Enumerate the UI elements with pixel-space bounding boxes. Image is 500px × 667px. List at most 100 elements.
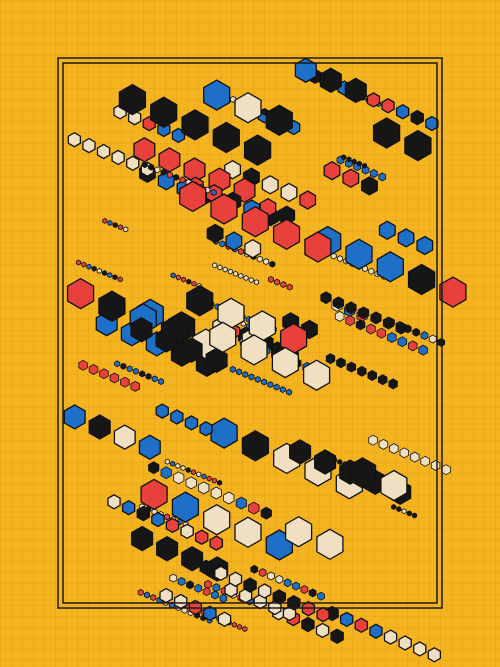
hexagon [242, 626, 248, 632]
hexagon [292, 581, 300, 591]
hexagon [409, 451, 420, 463]
hexagon [143, 591, 151, 599]
hexagon [341, 154, 347, 161]
hexagon [205, 347, 228, 373]
hexagon [203, 79, 231, 111]
hexagon [406, 510, 412, 517]
hexagon [367, 370, 378, 381]
hexagon [391, 504, 397, 510]
hexagon [356, 160, 362, 167]
hexagon [204, 579, 212, 589]
hexagon [354, 617, 369, 634]
hexagon [357, 365, 367, 377]
hexagon [234, 91, 262, 124]
hexagon [211, 590, 219, 600]
hexagon [420, 455, 430, 467]
hexagon [180, 523, 194, 540]
hexagon [186, 278, 192, 285]
hexagon [118, 83, 147, 116]
hexagon [82, 137, 96, 154]
hexagon [155, 327, 178, 353]
hexagon [114, 360, 121, 368]
hexagon [300, 585, 309, 594]
hexagon [170, 272, 176, 279]
hexagon [351, 158, 357, 165]
hexagon [258, 568, 267, 578]
hexagon [120, 362, 127, 370]
hexagon [244, 238, 262, 259]
hexagon [96, 267, 102, 274]
hexagon [243, 275, 249, 281]
hexagon [238, 272, 244, 279]
hexagon [345, 238, 373, 270]
hexagon [219, 593, 228, 603]
hexagon [260, 506, 272, 520]
hexagon [136, 505, 150, 522]
hexagon [222, 266, 228, 273]
hexagon [102, 217, 108, 224]
hexagon [81, 261, 87, 268]
hexagon [196, 471, 202, 478]
hexagon [346, 361, 357, 373]
hexagon [389, 443, 399, 455]
hexagon [139, 370, 146, 378]
hexagon [337, 459, 343, 465]
hexagon [160, 466, 172, 480]
hexagon [148, 461, 160, 475]
hexagon [227, 268, 233, 275]
hexagon [241, 430, 270, 462]
hexagon [248, 277, 254, 284]
hexagon [250, 564, 259, 574]
hexagon [399, 447, 410, 459]
hexagon [216, 479, 223, 486]
hexagon [219, 240, 226, 248]
hexagon [320, 291, 332, 305]
hexagon [416, 235, 434, 256]
hexagon [248, 373, 255, 381]
hexagon [112, 222, 118, 229]
hexagon [107, 220, 113, 226]
hexagon [430, 460, 441, 471]
hexagon [253, 279, 260, 286]
hexagon [91, 265, 97, 272]
hexagon [345, 301, 357, 315]
hexagon [284, 515, 313, 548]
hexagon [378, 172, 387, 182]
hexagon [336, 255, 344, 263]
hexagon [160, 168, 167, 176]
hexagon [398, 635, 412, 651]
hexagon [180, 276, 187, 283]
hexagon [186, 284, 214, 317]
hexagon [332, 296, 345, 310]
hexagon [299, 190, 317, 210]
hexagon [248, 501, 260, 515]
hexagon [126, 155, 140, 172]
hexagon [308, 588, 317, 598]
hexagon [348, 457, 377, 489]
hexagon [237, 248, 245, 255]
hexagon [210, 486, 222, 500]
hexagon [86, 263, 92, 270]
hexagon [185, 467, 191, 474]
hexagon [96, 143, 111, 160]
hexagon [173, 593, 188, 610]
hexagon [269, 260, 276, 268]
hexagon [235, 496, 247, 510]
hexagon [156, 535, 179, 562]
hexagon [273, 383, 280, 391]
hexagon [131, 525, 154, 552]
hexagon [164, 458, 171, 465]
hexagon [339, 611, 354, 628]
hexagon [368, 267, 375, 275]
hexagon [198, 481, 210, 495]
hexagon [231, 621, 237, 628]
hexagon [199, 421, 213, 437]
hexagon [314, 449, 337, 475]
hexagon [117, 224, 124, 231]
hexagon [243, 134, 272, 166]
hexagon [263, 258, 270, 266]
hexagon [254, 376, 261, 383]
hexagon [209, 535, 224, 551]
hexagon [397, 228, 415, 248]
